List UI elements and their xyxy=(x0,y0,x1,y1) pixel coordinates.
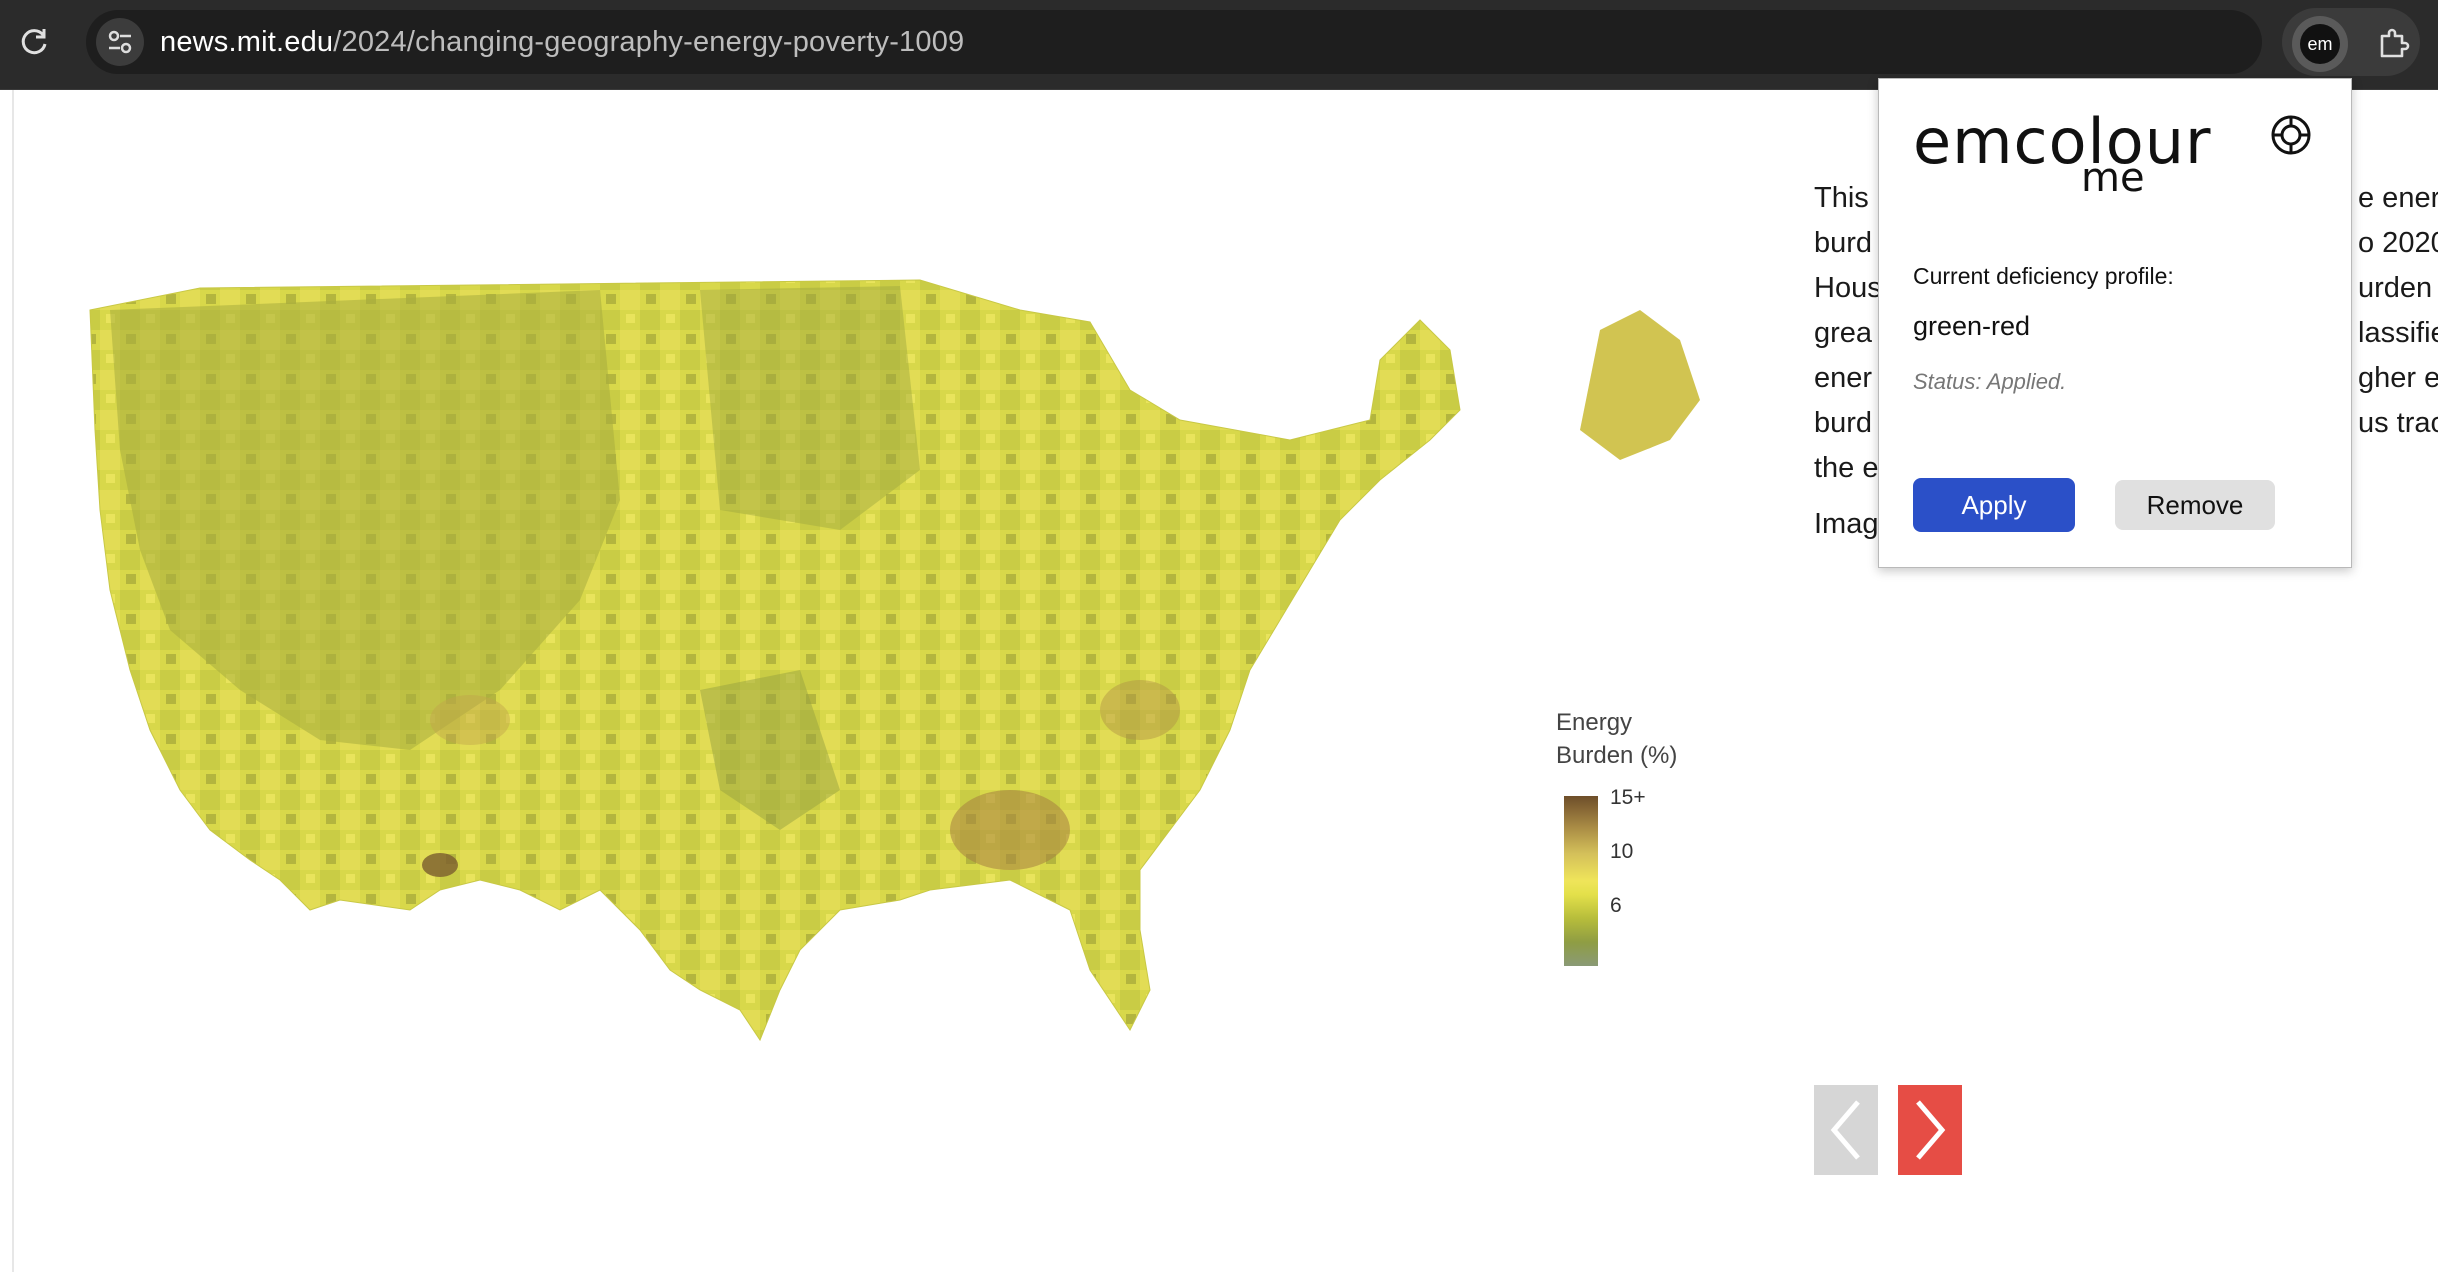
caption-line: the e xyxy=(1814,452,1879,484)
gallery-next-button[interactable] xyxy=(1898,1085,1962,1175)
browser-toolbar: news.mit.edu/2024/changing-geography-ene… xyxy=(0,0,2438,90)
status-text: Status: Applied. xyxy=(1913,369,2067,394)
energy-burden-map xyxy=(80,270,1720,1150)
image-caption: This e ener burd o 2020 Hous urden i grea la… xyxy=(1814,176,2438,491)
legend-title-line1: Energy xyxy=(1556,709,1633,736)
legend-tick-10: 10 xyxy=(1610,840,1634,863)
profile-label: Current deficiency profile: xyxy=(1913,263,2174,289)
legend-title-line2: Burden (%) xyxy=(1556,742,1678,769)
emcolourme-extension-button[interactable]: em xyxy=(2292,16,2348,72)
emcolourme-popup: emcolour me Current deficiency profile: … xyxy=(1878,78,2352,568)
address-bar[interactable]: news.mit.edu/2024/changing-geography-ene… xyxy=(86,10,2321,74)
url-host: news.mit.edu xyxy=(160,26,334,58)
puzzle-icon[interactable] xyxy=(2368,18,2420,70)
caption-line: burd o 2020 xyxy=(1814,227,2438,259)
gallery-prev-button[interactable] xyxy=(1814,1085,1878,1175)
chevron-right-icon xyxy=(1916,1100,1946,1160)
url-path: /2024/changing-geography-energy-poverty-… xyxy=(333,26,965,58)
caption-line: grea lassifie xyxy=(1814,317,2438,349)
legend-color-scale xyxy=(1564,796,1598,966)
extension-badge: em xyxy=(2300,24,2340,64)
profile-value: green-red xyxy=(1913,311,2031,341)
site-info-icon[interactable] xyxy=(96,18,144,66)
legend-tick-15: 15+ xyxy=(1610,786,1646,809)
legend-title: Energy Burden (%) xyxy=(1556,706,1677,772)
logo-main-text: emcolour xyxy=(1913,105,2212,178)
chevron-left-icon xyxy=(1830,1100,1860,1160)
emcolourme-logo: emcolour me xyxy=(1913,105,2233,205)
map-legend: Energy Burden (%) 15+ 10 6 xyxy=(1556,706,1726,976)
apply-button[interactable]: Apply xyxy=(1913,478,2075,532)
legend-tick-6: 6 xyxy=(1610,894,1622,917)
caption-line: ener gher e xyxy=(1814,362,2438,394)
reload-icon[interactable] xyxy=(14,20,54,64)
page-edge xyxy=(12,90,14,1272)
remove-button[interactable]: Remove xyxy=(2115,480,2275,530)
logo-sub-text: me xyxy=(2081,155,2145,201)
caption-line: Hous urden i xyxy=(1814,272,2438,304)
image-credit: Imag xyxy=(1814,508,1879,540)
url-text[interactable]: news.mit.edu/2024/changing-geography-ene… xyxy=(160,10,964,74)
settings-icon[interactable] xyxy=(2269,113,2313,157)
caption-line: This e ener xyxy=(1814,182,2438,214)
